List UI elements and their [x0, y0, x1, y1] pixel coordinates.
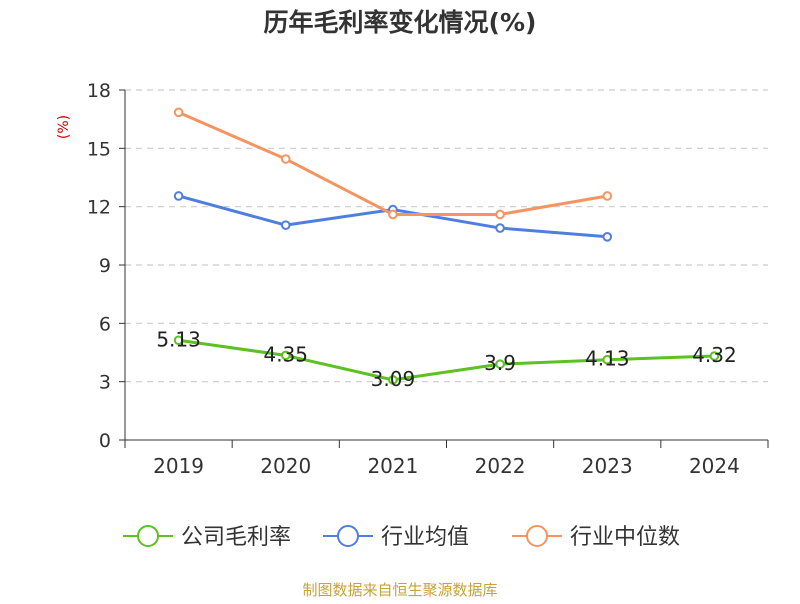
- data-point[interactable]: [280, 350, 291, 361]
- series-lines: [173, 107, 720, 385]
- data-label: 4.32: [692, 343, 737, 367]
- source-note: 制图数据来自恒生聚源数据库: [302, 581, 497, 599]
- data-label: 4.35: [263, 342, 308, 366]
- data-point[interactable]: [388, 209, 398, 220]
- x-tick-label: 2019: [153, 454, 204, 478]
- data-point[interactable]: [280, 154, 291, 164]
- legend-marker: [137, 525, 159, 547]
- data-label: 4.13: [585, 347, 630, 371]
- x-tick-label: 2020: [260, 454, 311, 478]
- data-label: 5.13: [156, 327, 201, 351]
- legend-marker: [337, 525, 359, 547]
- data-point[interactable]: [173, 107, 184, 118]
- legend-label: 行业中位数: [570, 525, 680, 550]
- y-tick-label: 3: [99, 372, 111, 394]
- data-point[interactable]: [602, 191, 613, 201]
- data-point[interactable]: [388, 375, 398, 385]
- data-labels: 5.13 4.35 3.09 3.9 4.13 4.32: [156, 327, 736, 391]
- series-line-0: [178, 338, 715, 382]
- data-point[interactable]: [173, 335, 184, 346]
- x-tick-label: 2024: [689, 454, 740, 478]
- legend-item[interactable]: 行业中位数: [512, 525, 680, 550]
- legend-label: 公司毛利率: [181, 525, 291, 550]
- axes: 0 3 6 9 12 15 18 2019 2020 2021 2022 2023 2024: [87, 80, 769, 478]
- series-line-2: [177, 110, 608, 216]
- data-point[interactable]: [602, 354, 613, 365]
- data-point[interactable]: [602, 232, 613, 242]
- y-tick-label: 15: [87, 138, 111, 160]
- data-point[interactable]: [173, 191, 184, 201]
- legend-marker: [526, 525, 548, 547]
- y-tick-label: 12: [87, 197, 111, 219]
- x-tick-label: 2022: [475, 454, 526, 478]
- data-point[interactable]: [495, 359, 505, 369]
- y-tick-label: 0: [99, 430, 111, 452]
- y-tick-label: 6: [99, 313, 111, 335]
- y-tick-label: 9: [99, 255, 111, 277]
- data-point[interactable]: [495, 209, 505, 220]
- legend-label: 行业均值: [381, 525, 469, 550]
- data-label: 3.09: [371, 367, 416, 391]
- data-point[interactable]: [709, 351, 720, 361]
- data-point[interactable]: [280, 220, 291, 230]
- data-label: 3.9: [484, 351, 516, 375]
- grid-lines: [125, 89, 768, 383]
- chart-title: 历年毛利率变化情况(%): [264, 8, 537, 37]
- x-tick-label: 2023: [582, 454, 633, 478]
- legend-item[interactable]: 公司毛利率: [123, 525, 291, 550]
- legend[interactable]: 公司毛利率 行业均值 行业中位数: [123, 525, 680, 550]
- y-tick-label: 18: [87, 80, 111, 102]
- legend-item[interactable]: 行业均值: [323, 525, 469, 550]
- data-point[interactable]: [495, 223, 505, 233]
- x-tick-label: 2021: [367, 454, 418, 478]
- y-axis-label: (%): [56, 115, 72, 139]
